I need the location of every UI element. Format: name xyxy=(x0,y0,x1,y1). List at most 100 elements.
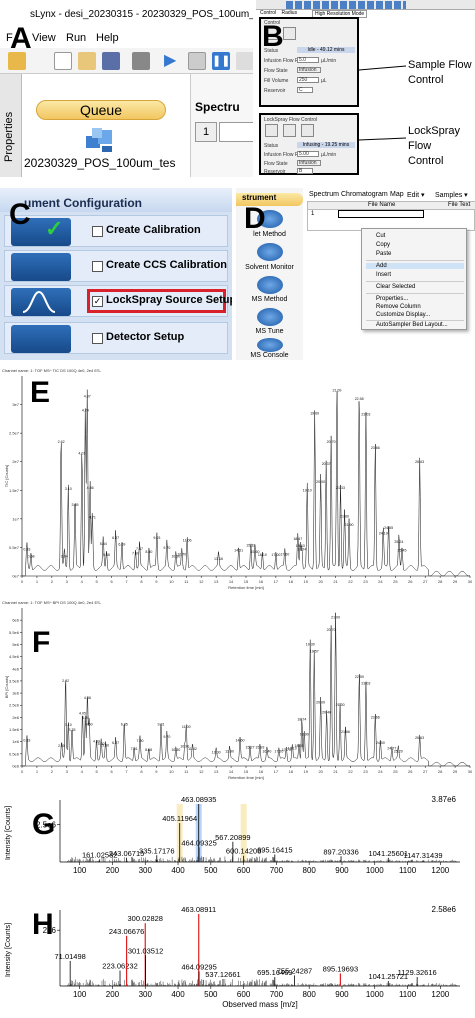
peak-label: 0.33 xyxy=(23,738,30,742)
x-tick-label: 2 xyxy=(51,769,54,774)
lock-btn-3[interactable] xyxy=(301,124,314,137)
new-file-icon[interactable] xyxy=(54,52,72,70)
sample-reservoir-select[interactable]: C xyxy=(297,87,313,93)
open-file-icon[interactable] xyxy=(78,52,96,70)
peak-label: 4.71 xyxy=(89,516,96,520)
peak-label: 14.51 xyxy=(234,549,243,553)
panel-label-h: H xyxy=(32,908,54,941)
column-file-name[interactable]: File Name xyxy=(368,202,396,208)
sample-row-label: Flow State xyxy=(264,68,288,74)
menu-spectrum[interactable]: Spectrum xyxy=(309,191,339,198)
ctx-cut[interactable]: Cut xyxy=(376,233,386,239)
ctx-clear-selected[interactable]: Clear Selected xyxy=(376,284,416,290)
x-tick-label: 26 xyxy=(408,769,413,774)
column-file-text[interactable]: File Text xyxy=(448,202,471,208)
ctx-copy[interactable]: Copy xyxy=(376,242,391,248)
peak-mz-label: 897.20336 xyxy=(323,847,358,856)
menu-edit[interactable]: Edit ▾ xyxy=(407,192,425,199)
print-icon[interactable] xyxy=(132,52,150,70)
panel-label-f: F xyxy=(32,626,51,659)
tab-radius[interactable]: Radius xyxy=(281,10,298,16)
peak-label: 23.03 xyxy=(361,413,370,417)
sample-flow-rate-field[interactable]: 5.0 xyxy=(297,57,319,63)
checkbox-checked[interactable]: ✓ xyxy=(92,296,103,307)
trace-line xyxy=(22,612,471,767)
method-icon[interactable] xyxy=(257,210,283,228)
ctx-customize-display[interactable]: Customize Display... xyxy=(376,312,431,318)
x-tick-label: 20 xyxy=(318,769,323,774)
config-row-detector-setup[interactable]: Detector Setup xyxy=(4,322,228,354)
menu-help[interactable]: Help xyxy=(96,32,119,44)
toolbar-more-icon[interactable] xyxy=(236,52,253,70)
menu-file[interactable]: F xyxy=(6,32,13,44)
solvent-monitor-icon[interactable] xyxy=(257,243,283,261)
checkbox[interactable] xyxy=(92,333,103,344)
lock-flow-rate-field[interactable]: 5.00 xyxy=(297,151,319,157)
x-tick-label: 9 xyxy=(155,769,158,774)
peak-label: 26.63 xyxy=(415,460,424,464)
properties-sidebar[interactable]: Properties xyxy=(0,74,22,177)
lock-reservoir-select[interactable]: B xyxy=(297,168,313,174)
ctx-insert[interactable]: Insert xyxy=(376,272,392,278)
max-intensity-label: 2.58e6 xyxy=(432,905,457,914)
ms-tune-icon[interactable] xyxy=(257,308,283,326)
sample-flow-state-field[interactable]: Infusion xyxy=(297,67,321,73)
x-tick-label: 15 xyxy=(244,769,249,774)
x-tick-label: 9 xyxy=(155,579,158,584)
x-tick-label: 0 xyxy=(21,579,24,584)
sample-row-label: Reservoir xyxy=(264,88,286,94)
spectrum-header: Spectru xyxy=(195,100,240,114)
x-tick-label: 10 xyxy=(169,579,174,584)
checkbox[interactable] xyxy=(92,261,103,272)
table-cell[interactable] xyxy=(219,122,253,142)
play-icon[interactable]: ▶ xyxy=(164,52,177,69)
ctx-properties[interactable]: Properties... xyxy=(376,296,409,302)
y-tick-label: 3.5e6 xyxy=(9,678,20,683)
ms-console-icon[interactable] xyxy=(257,338,283,352)
lock-btn-1[interactable] xyxy=(265,124,278,137)
peak-label: 25.24 xyxy=(394,540,403,544)
peak-label: 4.01 xyxy=(78,452,85,456)
menu-view[interactable]: View xyxy=(32,32,56,44)
x-tick-label: 30 xyxy=(468,769,473,774)
ctx-paste[interactable]: Paste xyxy=(376,251,392,257)
ctx-remove-column[interactable]: Remove Column xyxy=(376,304,421,310)
config-row-lockspray-source-setup[interactable]: ✓ LockSpray Source Setup xyxy=(4,285,232,317)
lock-btn-2[interactable] xyxy=(283,124,296,137)
open-folder-icon[interactable] xyxy=(8,52,26,70)
tab-control[interactable]: Control xyxy=(260,10,277,16)
ms-method-icon[interactable] xyxy=(257,276,283,294)
menu-chromatogram[interactable]: Chromatogram xyxy=(341,191,388,198)
panel-label-g: G xyxy=(32,808,56,841)
ctx-autosampler-bed-layout[interactable]: AutoSampler Bed Layout... xyxy=(376,322,448,328)
config-row-create-calibration[interactable]: ✓ Create Calibration xyxy=(4,215,228,247)
sample-btn-1[interactable] xyxy=(265,27,278,40)
peak-label: 21.00 xyxy=(331,616,340,620)
sample-fill-volume-field[interactable]: 250 xyxy=(297,77,319,83)
toolbar-icons[interactable] xyxy=(286,1,406,9)
x-tick-label: 5 xyxy=(96,579,99,584)
config-row-create-ccs-calibration[interactable]: Create CCS Calibration xyxy=(4,250,228,282)
x-tick-label: 7 xyxy=(125,769,128,774)
menu-map[interactable]: Map xyxy=(390,191,404,198)
queue-tab[interactable]: Queue xyxy=(36,100,166,120)
peak-label: 23.66 xyxy=(371,446,380,450)
pause-icon[interactable]: ❚❚ xyxy=(212,52,230,70)
stop-icon[interactable] xyxy=(188,52,206,70)
menu-run[interactable]: Run xyxy=(66,32,87,44)
menu-samples[interactable]: Samples ▾ xyxy=(435,192,468,199)
sample-header: Control xyxy=(264,20,281,26)
x-tick-label: 1 xyxy=(36,579,39,584)
lock-row-label: Status xyxy=(264,143,279,149)
selected-cell[interactable] xyxy=(338,210,424,218)
save-icon[interactable] xyxy=(102,52,120,70)
sample-btn-2[interactable] xyxy=(283,27,296,40)
peak-mz-label: 300.02828 xyxy=(128,914,163,923)
peak-label: 3.10 xyxy=(65,723,72,727)
queue-icon[interactable] xyxy=(84,126,116,154)
instrument-tab[interactable]: strument xyxy=(236,193,303,206)
lock-flow-state-field[interactable]: Infusion xyxy=(297,160,321,166)
ctx-add[interactable]: Add xyxy=(366,263,464,269)
x-tick-label: 29 xyxy=(453,769,458,774)
checkbox[interactable] xyxy=(92,226,103,237)
